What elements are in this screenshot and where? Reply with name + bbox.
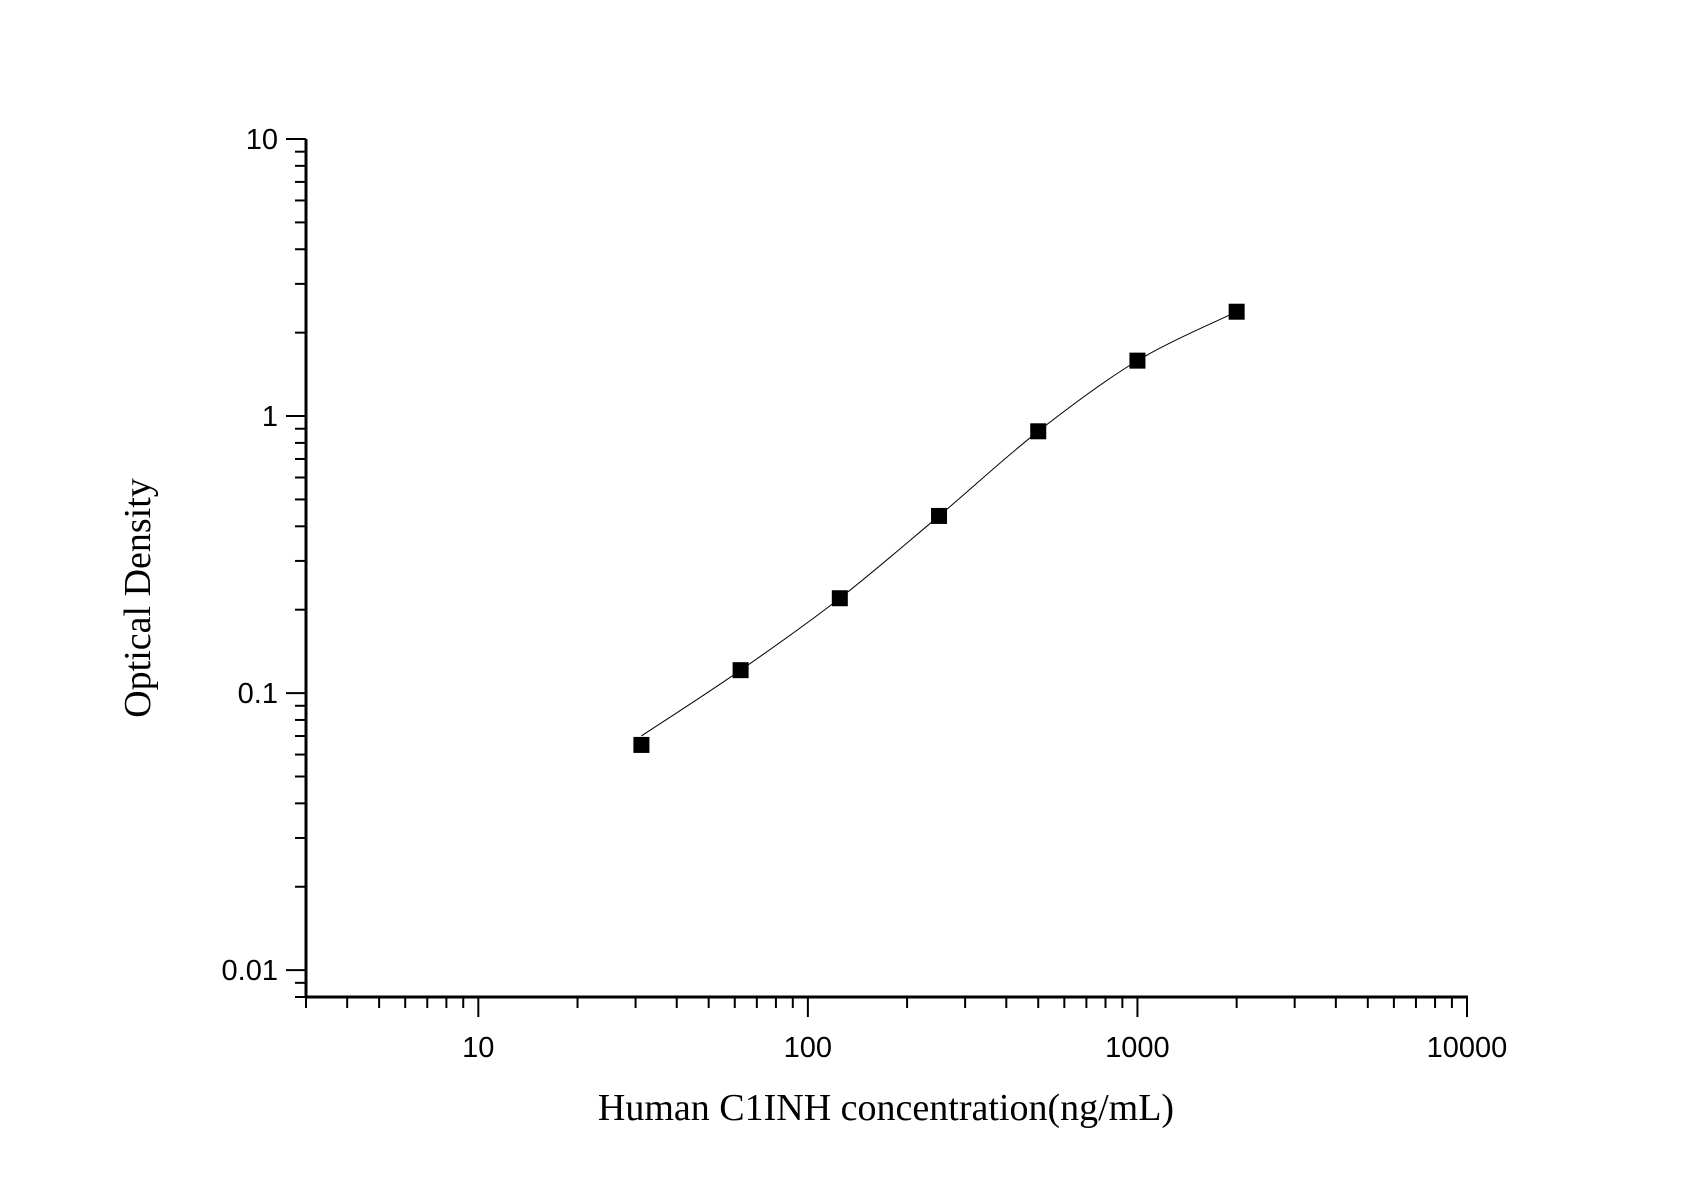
x-tick-label: 1000 — [1105, 1032, 1170, 1064]
x-tick-label: 10 — [462, 1032, 494, 1064]
data-point — [633, 736, 650, 753]
y-tick-label: 10 — [246, 124, 278, 156]
data-point — [1129, 352, 1146, 369]
data-point — [1228, 303, 1245, 320]
data-point — [732, 662, 749, 679]
y-tick-label: 1 — [262, 401, 278, 433]
y-axis-title: Optical Density — [117, 478, 159, 718]
y-tick-label: 0.01 — [222, 955, 278, 987]
y-tick-label: 0.1 — [238, 678, 278, 710]
x-axis-title: Human C1INH concentration(ng/mL) — [598, 1087, 1174, 1129]
data-point — [931, 507, 948, 524]
data-points — [633, 303, 1245, 753]
data-point — [831, 590, 848, 607]
x-tick-label: 10000 — [1427, 1032, 1508, 1064]
x-tick-label: 100 — [784, 1032, 832, 1064]
data-point — [1030, 423, 1047, 440]
axes — [286, 138, 1468, 1017]
